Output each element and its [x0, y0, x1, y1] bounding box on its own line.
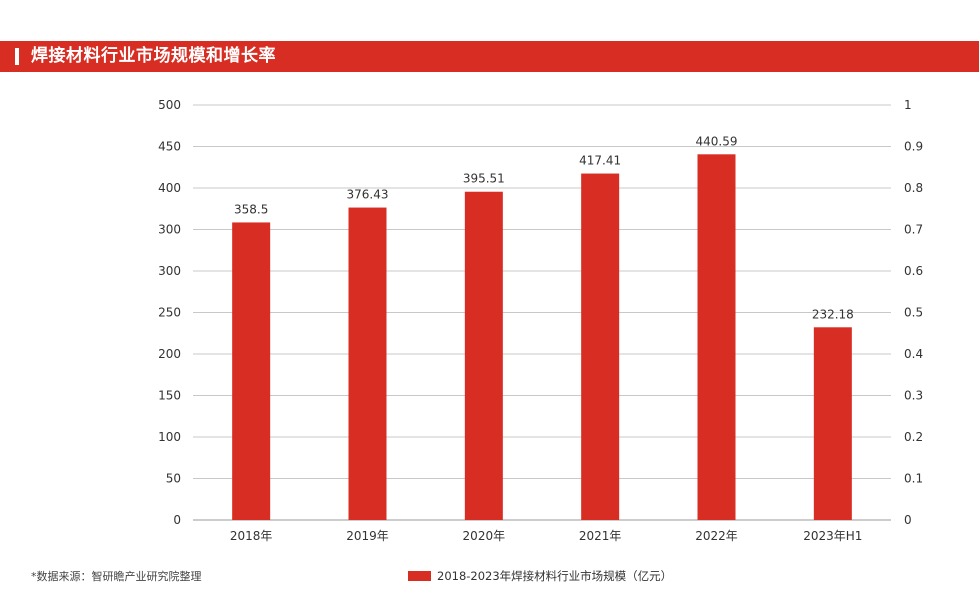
left-y-tick-label: 300	[158, 223, 181, 237]
legend-swatch	[408, 571, 431, 581]
bar	[813, 327, 852, 520]
grid-lines	[193, 104, 891, 521]
right-y-tick-label: 0.8	[904, 181, 923, 195]
right-y-axis: 0 0.1 0.2 0.3 0.4 0.5 0.6 0.7 0.8 0.9 1	[904, 98, 923, 527]
left-y-tick-label: 0	[173, 513, 181, 527]
x-tick-label: 2018年	[230, 529, 273, 543]
x-axis: 2018年 2019年 2020年 2021年 2022年 2023年H1	[230, 529, 863, 543]
bar-value-labels: 358.5 376.43 395.51 417.41 440.59 232.18	[234, 134, 854, 321]
right-y-tick-label: 0.4	[904, 347, 923, 361]
left-y-tick-label: 500	[158, 98, 181, 112]
left-y-tick-label: 50	[166, 472, 181, 486]
right-y-tick-label: 0.7	[904, 223, 923, 237]
right-y-tick-label: 0.2	[904, 430, 923, 444]
bar-value-label: 440.59	[696, 134, 738, 148]
right-y-tick-label: 0.6	[904, 264, 923, 278]
data-source-note: *数据来源：智研瞻产业研究院整理	[31, 570, 202, 583]
title-bar	[0, 41, 979, 72]
bar	[232, 222, 271, 520]
right-y-tick-label: 0.5	[904, 306, 923, 320]
x-tick-label: 2023年H1	[803, 529, 862, 543]
left-y-tick-label: 450	[158, 140, 181, 154]
chart-title: 焊接材料行业市场规模和增长率	[31, 46, 276, 66]
left-y-tick-label: 400	[158, 181, 181, 195]
left-y-tick-label: 100	[158, 430, 181, 444]
left-y-tick-label: 250	[158, 306, 181, 320]
bar-value-label: 376.43	[347, 188, 389, 202]
x-tick-label: 2019年	[346, 529, 389, 543]
bar-value-label: 417.41	[579, 154, 621, 168]
right-y-tick-label: 0.3	[904, 389, 923, 403]
x-tick-label: 2022年	[695, 529, 738, 543]
right-y-tick-label: 0.9	[904, 140, 923, 154]
bar	[697, 154, 736, 520]
bar-value-label: 395.51	[463, 172, 505, 186]
bar	[464, 191, 503, 521]
title-accent-mark	[15, 48, 19, 65]
bar-value-label: 358.5	[234, 202, 268, 216]
x-tick-label: 2021年	[579, 529, 622, 543]
right-y-tick-label: 0	[904, 513, 912, 527]
x-tick-label: 2020年	[463, 529, 506, 543]
right-y-tick-label: 0.1	[904, 472, 923, 486]
bar	[348, 207, 387, 520]
right-y-tick-label: 1	[904, 98, 912, 112]
bar	[581, 173, 620, 521]
left-y-tick-label: 300	[158, 264, 181, 278]
legend: 2018-2023年焊接材料行业市场规模（亿元）	[408, 568, 672, 584]
legend-label: 2018-2023年焊接材料行业市场规模（亿元）	[437, 569, 673, 583]
left-y-tick-label: 150	[158, 389, 181, 403]
bar-value-label: 232.18	[812, 307, 854, 321]
bars	[232, 154, 852, 521]
left-y-tick-label: 200	[158, 347, 181, 361]
left-y-axis: 0 50 100 150 200 250 300 300 400 450 500	[158, 98, 181, 527]
